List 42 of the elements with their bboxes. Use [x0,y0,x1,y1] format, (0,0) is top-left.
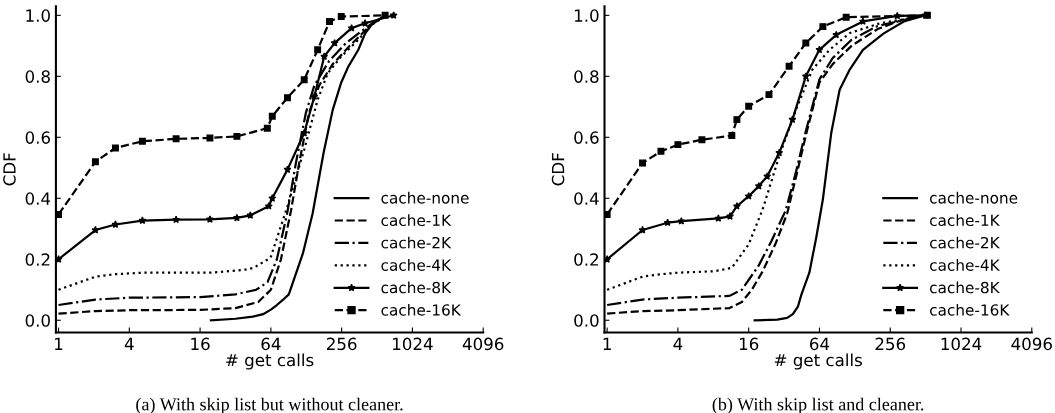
y-tick-label: 0.0 [25,314,50,327]
x-tick-label: 1024 [393,337,433,351]
y-tick-label: 0.2 [25,253,50,266]
legend-label: cache-1K [381,214,452,227]
y-axis-title: CDF [3,153,16,186]
x-axis-title: # get calls [774,353,862,370]
x-axis-title: # get calls [226,353,314,370]
y-tick-label: 1.0 [574,9,599,22]
legend-label: cache-8K [930,281,1000,294]
x-tick-label: 4096 [462,337,504,351]
legend-label: cache-1K [930,214,1000,227]
y-tick-label: 0.4 [574,192,599,205]
y-tick-label: 0.8 [574,70,599,83]
x-tick-label: 4 [673,337,683,350]
x-tick-label: 1 [603,337,611,350]
legend-label: cache-4K [381,259,452,271]
x-tick-label: 256 [326,337,357,351]
x-tick-label: 1 [55,337,63,350]
legend-label: cache-8K [381,281,452,294]
x-tick-label: 64 [810,337,830,351]
y-tick-label: 0.4 [25,192,51,205]
legend-label: cache-2K [930,236,1000,249]
x-tick-label: 4096 [1011,337,1052,351]
y-axis-title: CDF [551,153,565,186]
legend-label: cache-16K [930,303,1010,316]
x-tick-label: 16 [739,337,759,351]
legend-label: cache-2K [381,236,452,249]
x-tick-label: 256 [875,337,906,351]
x-tick-label: 64 [261,337,281,351]
x-tick-label: 4 [124,337,134,350]
legend-label: cache-16K [381,303,462,316]
y-tick-label: 0.6 [574,131,599,144]
y-tick-label: 0.8 [25,70,50,83]
x-tick-label: 16 [191,337,210,351]
y-tick-label: 1.0 [26,9,50,22]
legend-label: cache-none [381,191,469,204]
y-tick-label: 0.0 [574,314,599,327]
legend-label: cache-none [930,191,1018,204]
y-tick-label: 0.6 [25,131,51,144]
x-tick-label: 1024 [941,337,982,351]
y-tick-label: 0.2 [574,253,598,266]
legend-label: cache-4K [930,259,1000,271]
